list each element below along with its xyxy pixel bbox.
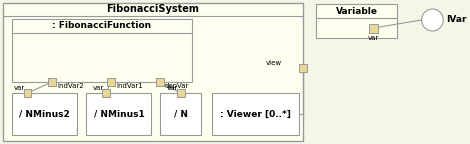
Bar [102, 89, 110, 97]
Text: / NMinus1: / NMinus1 [94, 109, 144, 119]
Text: indVar2: indVar2 [57, 83, 84, 89]
Bar [212, 93, 299, 135]
Bar [160, 93, 202, 135]
Bar [12, 93, 77, 135]
Text: FibonacciSystem: FibonacciSystem [106, 4, 199, 15]
Bar [107, 78, 115, 86]
Bar [156, 78, 164, 86]
Text: : Viewer [0..*]: : Viewer [0..*] [220, 109, 291, 119]
Bar [12, 19, 192, 82]
Text: var: var [368, 35, 379, 41]
Text: var: var [14, 85, 25, 91]
Text: indVar1: indVar1 [116, 83, 143, 89]
Bar [299, 64, 306, 72]
Text: Variable: Variable [336, 6, 378, 16]
Text: / NMinus2: / NMinus2 [19, 109, 70, 119]
Bar [24, 89, 31, 97]
Bar [369, 23, 378, 33]
Text: IVar: IVar [446, 16, 467, 24]
Text: var: var [167, 85, 178, 91]
Bar [316, 4, 397, 38]
Text: view: view [266, 60, 282, 66]
Text: depVar: depVar [165, 83, 189, 89]
Text: var: var [93, 85, 103, 91]
Bar [177, 89, 185, 97]
Text: / N: / N [174, 109, 188, 119]
Text: : FibonacciFunction: : FibonacciFunction [52, 21, 151, 31]
Circle shape [422, 9, 443, 31]
Bar [3, 3, 303, 141]
Bar [48, 78, 56, 86]
Bar [86, 93, 151, 135]
